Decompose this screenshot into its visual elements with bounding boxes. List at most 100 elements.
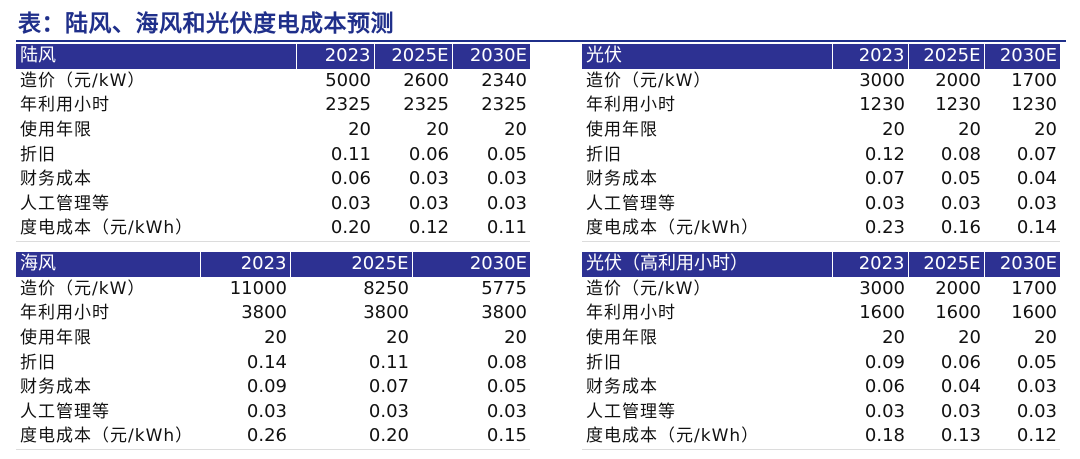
row-label: 使用年限 [586,328,658,349]
table-cell: 0.07 [368,376,409,398]
table-cell: 0.06 [940,351,981,373]
row-label: 度电成本（元/kWh） [582,424,832,450]
table-cell: 0.03 [486,168,527,190]
table-row: 度电成本（元/kWh） 0.18 0.13 0.12 [582,424,1060,450]
table-cell: 5775 [481,277,527,299]
table-row: 财务成本 0.06 0.04 0.03 [582,375,1060,400]
table-header-label: 光伏 [582,44,833,69]
row-label: 度电成本（元/kWh） [582,216,832,242]
table-cell: 0.03 [1016,400,1057,422]
table-row: 造价（元/kW） 5000 2600 2340 [16,69,530,94]
table-header-row: 光伏 2023 2025E 2030E [582,44,1060,69]
table-cell: 0.03 [864,192,905,214]
row-label: 人工管理等 [20,401,110,422]
row-label: 度电成本（元/kWh） [16,216,296,242]
row-label: 使用年限 [586,120,658,141]
table-header-year: 2023 [832,252,909,277]
table-cell: 0.05 [940,168,981,190]
table-cell: 0.12 [374,216,452,242]
table-cell: 20 [386,327,409,349]
table-cell: 2325 [403,94,449,116]
row-label: 使用年限 [20,328,92,349]
table-row: 度电成本（元/kWh） 0.26 0.20 0.15 [16,424,530,450]
table-header-year: 2025E [290,252,413,277]
table-cell: 0.14 [984,216,1060,242]
row-label: 折旧 [20,144,56,165]
table-cell: 0.08 [486,351,527,373]
table-row: 人工管理等 0.03 0.03 0.03 [16,192,530,217]
table-row: 使用年限 20 20 20 [582,118,1060,143]
row-label: 人工管理等 [586,401,676,422]
table-header-year: 2025E [374,44,453,69]
table-row: 人工管理等 0.03 0.03 0.03 [16,400,530,425]
table-row: 年利用小时 1600 1600 1600 [582,301,1060,326]
solar-pv-high-utilization-table: 光伏（高利用小时） 2023 2025E 2030E 造价（元/kW） 3000 2… [582,252,1060,450]
table-header-year: 2023 [200,252,291,277]
table-row: 财务成本 0.06 0.03 0.03 [16,167,530,192]
table-row: 造价（元/kW） 11000 8250 5775 [16,277,530,302]
table-cell: 8250 [363,277,409,299]
table-header-label: 陆风 [16,44,297,69]
table-cell: 3800 [481,302,527,324]
table-header-year: 2030E [984,44,1060,69]
row-label: 年利用小时 [586,95,676,116]
table-row: 人工管理等 0.03 0.03 0.03 [582,192,1060,217]
table-cell: 20 [504,327,527,349]
table-cell: 0.03 [486,400,527,422]
table-cell: 20 [348,119,371,141]
table-cell: 5000 [325,69,371,91]
table-cell: 0.14 [246,351,287,373]
table-header-year: 2030E [412,252,530,277]
table-cell: 2340 [481,69,527,91]
table-cell: 0.03 [408,192,449,214]
table-cell: 0.06 [408,143,449,165]
table-cell: 0.20 [296,216,374,242]
table-cell: 0.06 [864,376,905,398]
table-cell: 0.05 [486,143,527,165]
table-header-label: 海风 [16,252,201,277]
onshore-wind-table: 陆风 2023 2025E 2030E 造价（元/kW） 5000 2600 2340… [16,44,530,242]
row-label: 折旧 [20,352,56,373]
table-row: 使用年限 20 20 20 [582,326,1060,351]
table-row: 年利用小时 3800 3800 3800 [16,301,530,326]
table-cell: 0.03 [408,168,449,190]
table-cell: 0.12 [864,143,905,165]
table-cell: 1600 [935,302,981,324]
table-cell: 0.09 [246,376,287,398]
table-cell: 20 [1034,119,1057,141]
row-label: 使用年限 [20,120,92,141]
row-label: 财务成本 [20,377,92,398]
row-label: 造价（元/kW） [586,278,712,299]
table-row: 折旧 0.12 0.08 0.07 [582,142,1060,167]
table-cell: 0.18 [832,424,908,450]
table-cell: 0.03 [1016,376,1057,398]
table-header-year: 2030E [984,252,1060,277]
table-cell: 0.20 [290,424,412,450]
table-cell: 0.03 [940,192,981,214]
table-cell: 1700 [1011,69,1057,91]
table-row: 折旧 0.11 0.06 0.05 [16,142,530,167]
table-header-row: 陆风 2023 2025E 2030E [16,44,530,69]
table-cell: 0.05 [1016,351,1057,373]
table-header-row: 光伏（高利用小时） 2023 2025E 2030E [582,252,1060,277]
row-label: 造价（元/kW） [20,70,146,91]
page-title: 表：陆风、海风和光伏度电成本预测 [18,11,394,37]
table-cell: 20 [264,327,287,349]
solar-pv-table: 光伏 2023 2025E 2030E 造价（元/kW） 3000 2000 1700… [582,44,1060,242]
table-cell: 0.04 [1016,168,1057,190]
table-cell: 0.07 [1016,143,1057,165]
row-label: 折旧 [586,352,622,373]
table-cell: 20 [882,119,905,141]
table-cell: 0.03 [246,400,287,422]
table-cell: 0.03 [486,192,527,214]
table-cell: 0.16 [908,216,984,242]
table-row: 年利用小时 2325 2325 2325 [16,93,530,118]
table-cell: 0.26 [200,424,290,450]
table-row: 使用年限 20 20 20 [16,326,530,351]
table-cell: 0.03 [1016,192,1057,214]
table-cell: 0.11 [330,143,371,165]
table-cell: 3800 [241,302,287,324]
table-cell: 3000 [859,69,905,91]
table-row: 年利用小时 1230 1230 1230 [582,93,1060,118]
table-row: 度电成本（元/kWh） 0.23 0.16 0.14 [582,216,1060,242]
